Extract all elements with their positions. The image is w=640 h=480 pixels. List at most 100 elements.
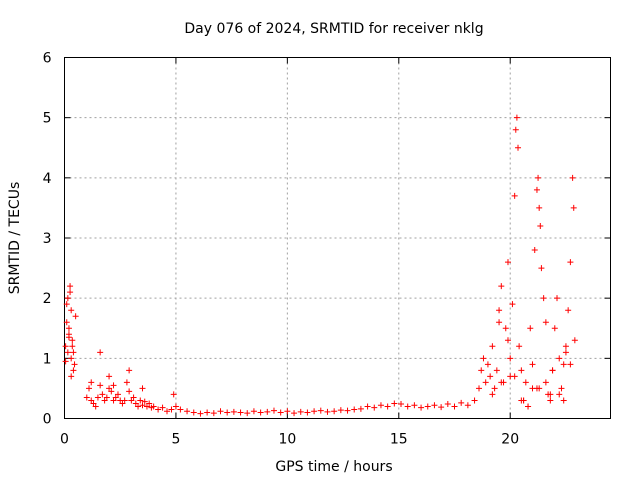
data-point — [504, 259, 511, 266]
data-point — [560, 397, 567, 404]
x-tick-label: 20 — [501, 432, 519, 448]
data-point — [119, 400, 126, 407]
data-point — [150, 403, 157, 410]
data-point — [549, 367, 556, 374]
data-point — [512, 126, 519, 133]
data-point — [498, 283, 505, 290]
data-point — [112, 394, 119, 401]
data-point — [562, 349, 569, 356]
data-point — [155, 406, 162, 413]
data-point — [525, 403, 532, 410]
data-point — [63, 319, 70, 326]
data-point — [518, 367, 525, 374]
data-point — [121, 397, 128, 404]
data-point — [404, 403, 411, 410]
data-point — [139, 402, 146, 409]
data-point — [210, 410, 217, 417]
data-point — [64, 295, 71, 302]
data-point — [68, 307, 75, 314]
data-point — [159, 404, 166, 411]
y-tick-label: 4 — [43, 171, 52, 187]
data-point — [83, 394, 90, 401]
data-point — [509, 301, 516, 308]
data-point — [139, 385, 146, 392]
data-point — [67, 283, 74, 290]
data-point — [126, 367, 133, 374]
data-point — [204, 409, 211, 416]
data-point — [560, 361, 567, 368]
data-point — [537, 222, 544, 229]
data-point — [496, 319, 503, 326]
data-point — [504, 337, 511, 344]
data-point — [569, 174, 576, 181]
data-point — [70, 349, 77, 356]
data-point — [498, 379, 505, 386]
x-tick-label: 15 — [390, 432, 408, 448]
data-point — [562, 343, 569, 350]
data-point — [97, 349, 104, 356]
data-point — [411, 402, 418, 409]
data-point — [487, 373, 494, 380]
x-tick-label: 0 — [60, 432, 69, 448]
data-point — [533, 186, 540, 193]
data-point — [69, 337, 76, 344]
data-point — [190, 409, 197, 416]
data-point — [126, 388, 133, 395]
data-point — [128, 397, 135, 404]
data-point — [570, 204, 577, 211]
y-tick-label: 1 — [43, 351, 52, 367]
data-point — [217, 408, 224, 415]
data-point — [137, 397, 144, 404]
data-point — [264, 408, 271, 415]
data-point — [540, 295, 547, 302]
data-point — [337, 407, 344, 414]
data-point — [88, 379, 95, 386]
data-point — [143, 403, 150, 410]
data-point — [491, 385, 498, 392]
data-point — [351, 406, 358, 413]
data-point — [103, 394, 110, 401]
data-point — [250, 408, 257, 415]
data-point — [489, 391, 496, 398]
data-point — [471, 397, 478, 404]
data-point — [536, 204, 543, 211]
data-points — [62, 114, 578, 417]
data-point — [172, 403, 179, 410]
data-point — [398, 401, 405, 408]
axis-ticks: 0 5 10 15 20 0 1 2 3 4 5 6 — [43, 51, 611, 448]
data-point — [230, 408, 237, 415]
data-point — [357, 405, 364, 412]
data-point — [184, 408, 191, 415]
data-point — [377, 402, 384, 409]
data-point — [101, 397, 108, 404]
data-point — [135, 403, 142, 410]
data-point — [478, 367, 485, 374]
data-point — [556, 355, 563, 362]
data-point — [511, 192, 518, 199]
data-point — [237, 409, 244, 416]
data-point — [106, 385, 113, 392]
data-point — [507, 373, 514, 380]
data-point — [556, 391, 563, 398]
data-point — [567, 361, 574, 368]
data-point — [67, 289, 74, 296]
data-point — [529, 361, 536, 368]
data-point — [197, 410, 204, 417]
data-point — [284, 408, 291, 415]
data-point — [571, 337, 578, 344]
data-point — [108, 388, 115, 395]
data-point — [168, 406, 175, 413]
data-point — [86, 385, 93, 392]
data-point — [567, 259, 574, 266]
data-point — [507, 355, 514, 362]
data-point — [542, 379, 549, 386]
data-point — [110, 382, 117, 389]
data-point — [489, 343, 496, 350]
data-point — [331, 408, 338, 415]
data-point — [324, 408, 331, 415]
data-point — [65, 325, 72, 332]
data-point — [451, 403, 458, 410]
data-point — [464, 402, 471, 409]
data-point — [170, 391, 177, 398]
